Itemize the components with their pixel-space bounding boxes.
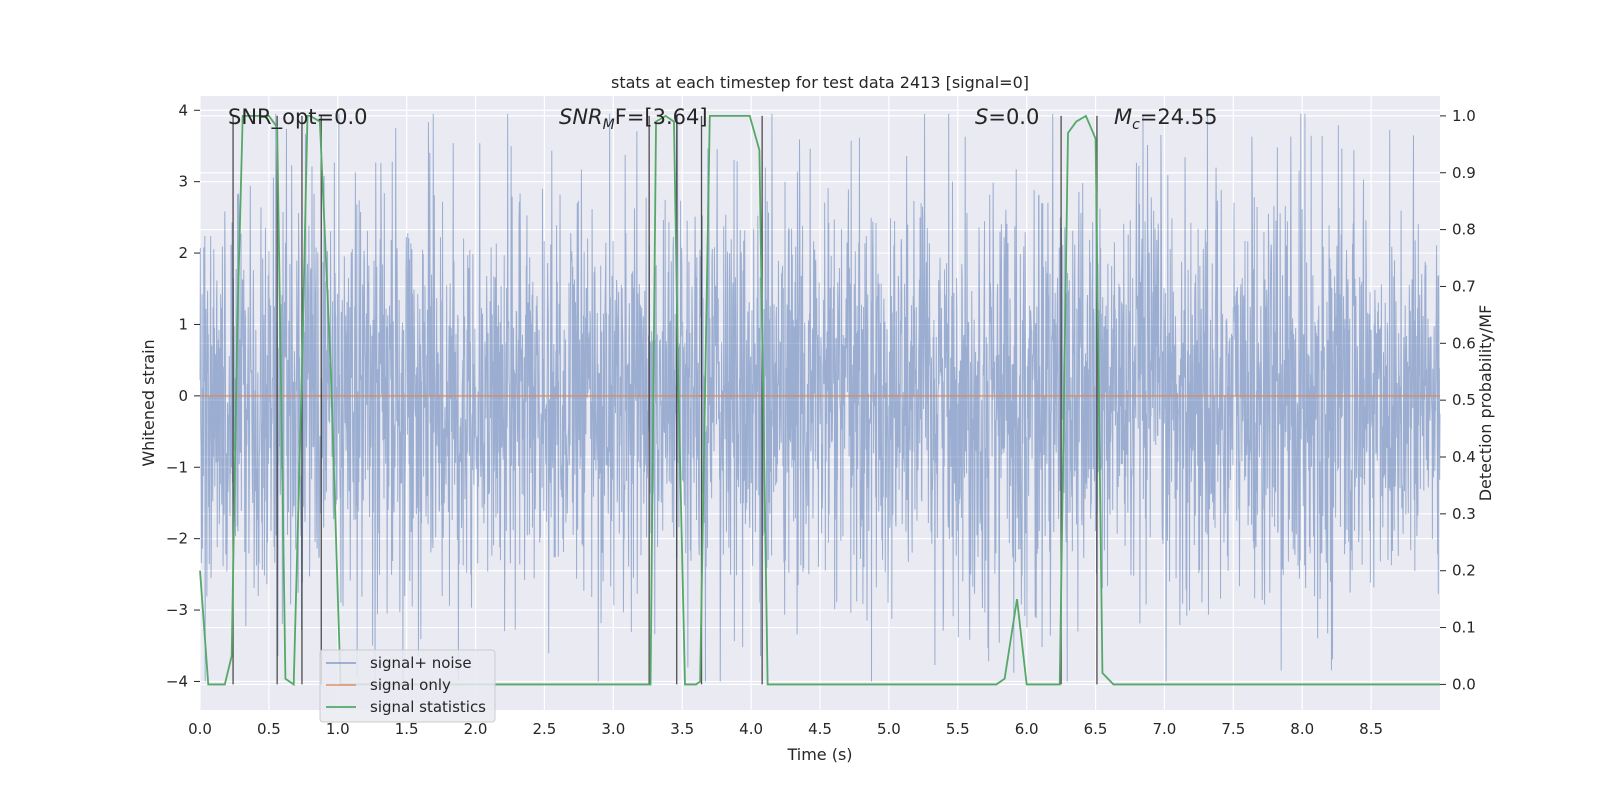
y-tick-label-left: −4 xyxy=(166,672,188,690)
legend-label-signal-statistics: signal statistics xyxy=(370,698,486,716)
annotation-snr-mf-main: SNR xyxy=(559,105,603,129)
x-tick-label: 6.5 xyxy=(1084,720,1108,738)
x-tick-label: 5.0 xyxy=(877,720,901,738)
annotation-snr-mf-tail: F=[3.64] xyxy=(615,105,708,129)
y-tick-label-right: 0.1 xyxy=(1452,619,1476,637)
y-axis-label-left: Whitened strain xyxy=(139,339,158,466)
annotation-mc-value: =24.55 xyxy=(1140,105,1218,129)
y-tick-label-right: 0.8 xyxy=(1452,221,1476,239)
y-tick-label-left: −3 xyxy=(166,601,188,619)
x-tick-label: 1.0 xyxy=(326,720,350,738)
annotation-s-value: =0.0 xyxy=(988,105,1039,129)
x-tick-label: 6.0 xyxy=(1015,720,1039,738)
annotation-mc: Mc=24.55 xyxy=(1114,105,1218,133)
legend: signal+ noise signal only signal statist… xyxy=(319,649,496,723)
y-tick-label-right: 0.0 xyxy=(1452,675,1476,693)
x-tick-label: 2.0 xyxy=(464,720,488,738)
y-tick-label-right: 0.9 xyxy=(1452,164,1476,182)
annotation-mc-sub: c xyxy=(1132,117,1140,133)
annotation-snr-opt: SNR_opt=0.0 xyxy=(228,105,368,130)
x-tick-label: 0.5 xyxy=(257,720,281,738)
legend-frame xyxy=(319,649,496,723)
y-tick-label-left: −2 xyxy=(166,530,188,548)
y-tick-label-left: 1 xyxy=(178,315,188,333)
tick-labels: 0.0 0.5 1.0 1.5 2.0 2.5 3.0 3.5 4.0 4.5 5.0 5.5 6.0 6… xyxy=(166,101,1476,738)
y-tick-label-right: 0.3 xyxy=(1452,505,1476,523)
signal-statistics-line xyxy=(199,114,1440,687)
signal-noise-line xyxy=(199,113,1441,682)
y-axis-label-right: Detection probability/MF xyxy=(1476,305,1495,502)
y-tick-label-right: 1.0 xyxy=(1452,107,1476,125)
annotation-snr-mf: SNRMF=[3.64] xyxy=(559,105,708,133)
y-tick-label-right: 0.2 xyxy=(1452,562,1476,580)
y-tick-label-left: −1 xyxy=(166,458,188,476)
annotation-s-var: S xyxy=(975,105,988,129)
annotation-s: S=0.0 xyxy=(975,105,1039,129)
signal-noise-series xyxy=(199,113,1441,682)
x-tick-label: 4.5 xyxy=(808,720,832,738)
x-tick-label: 3.0 xyxy=(601,720,625,738)
x-tick-label: 7.5 xyxy=(1221,720,1245,738)
x-tick-label: 3.5 xyxy=(670,720,694,738)
x-tick-label: 0.0 xyxy=(188,720,212,738)
x-tick-label: 7.0 xyxy=(1153,720,1177,738)
y-tick-label-right: 0.4 xyxy=(1452,448,1476,466)
y-tick-label-right: 0.6 xyxy=(1452,334,1476,352)
signal-statistics-series xyxy=(199,114,1440,687)
y-tick-label-right: 0.5 xyxy=(1452,391,1476,409)
legend-label-signal-only: signal only xyxy=(370,676,451,694)
x-tick-label: 8.5 xyxy=(1359,720,1383,738)
x-tick-label: 5.5 xyxy=(946,720,970,738)
y-tick-label-left: 2 xyxy=(178,244,188,262)
chart-title: stats at each timestep for test data 241… xyxy=(611,73,1029,92)
annotation-snr-mf-sub: M xyxy=(603,117,615,133)
y-tick-label-right: 0.7 xyxy=(1452,277,1476,295)
y-tick-label-left: 3 xyxy=(178,173,188,191)
x-tick-label: 8.0 xyxy=(1290,720,1314,738)
x-axis-label: Time (s) xyxy=(786,745,852,764)
x-tick-label: 4.0 xyxy=(739,720,763,738)
legend-label-signal-noise: signal+ noise xyxy=(370,654,472,672)
x-tick-label: 1.5 xyxy=(395,720,419,738)
y-tick-label-left: 4 xyxy=(178,101,188,119)
y-tick-label-left: 0 xyxy=(178,387,188,405)
annotation-mc-main: M xyxy=(1114,105,1132,129)
x-tick-label: 2.5 xyxy=(533,720,557,738)
